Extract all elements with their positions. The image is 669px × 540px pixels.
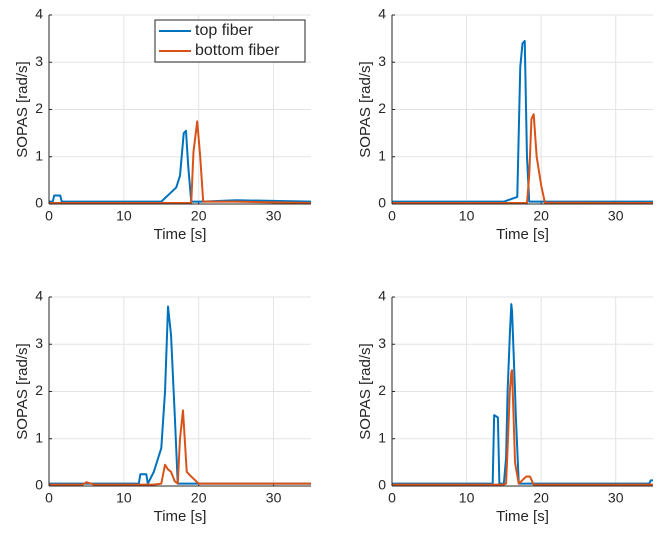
x-tick-label: 0: [388, 208, 396, 224]
y-tick-label: 4: [35, 288, 43, 304]
y-tick-label: 2: [35, 382, 43, 398]
y-tick-label: 3: [35, 335, 43, 351]
x-tick-label: 20: [191, 490, 207, 506]
y-axis-label: SOPAS [rad/s]: [357, 343, 374, 439]
y-tick-label: 1: [35, 429, 43, 445]
x-tick-label: 10: [116, 490, 132, 506]
x-tick-label: 30: [266, 490, 282, 506]
x-tick-label: 0: [45, 490, 53, 506]
y-tick-label: 1: [378, 429, 386, 445]
y-axis-label: SOPAS [rad/s]: [357, 61, 374, 157]
subplot: 0 10 20 30 0 1 2 3 4 Time [s] SOPAS [rad/s]: [14, 288, 311, 525]
x-tick-label: 30: [266, 208, 282, 224]
data-line: [392, 369, 653, 486]
x-axis-label: Time [s]: [154, 508, 207, 525]
y-tick-label: 3: [378, 335, 386, 351]
subplot: 0 10 20 30 0 1 2 3 4 Time [s] SOPAS [rad/s]: [357, 288, 653, 525]
legend-label: top fiber: [195, 22, 253, 39]
data-line: [392, 39, 653, 203]
subplot: 0 10 20 30 0 1 2 3 4 Time [s] SOPAS [rad/s] top fib…: [14, 6, 312, 243]
legend-label: bottom fiber: [195, 42, 280, 59]
data-line: [49, 409, 311, 486]
y-tick-label: 4: [378, 288, 386, 304]
x-tick-label: 30: [608, 208, 624, 224]
y-tick-label: 2: [35, 100, 43, 116]
x-tick-label: 0: [45, 208, 53, 224]
y-tick-label: 4: [35, 6, 43, 22]
data-line: [392, 303, 653, 485]
x-tick-label: 10: [459, 208, 475, 224]
legend-box: [154, 19, 306, 63]
y-tick-label: 0: [35, 477, 43, 493]
x-axis-label: Time [s]: [154, 226, 207, 243]
x-tick-label: 20: [191, 208, 207, 224]
y-axis-label: SOPAS [rad/s]: [14, 343, 31, 439]
y-tick-label: 0: [378, 195, 386, 211]
y-tick-label: 3: [35, 53, 43, 69]
y-axis-label: SOPAS [rad/s]: [14, 61, 31, 157]
y-tick-label: 0: [378, 477, 386, 493]
y-tick-label: 2: [378, 382, 386, 398]
x-axis-label: Time [s]: [496, 226, 549, 243]
x-tick-label: 10: [116, 208, 132, 224]
x-tick-label: 10: [459, 490, 475, 506]
y-tick-label: 3: [378, 53, 386, 69]
y-tick-label: 1: [35, 147, 43, 163]
x-tick-label: 30: [608, 490, 624, 506]
y-tick-label: 4: [378, 6, 386, 22]
y-tick-label: 2: [378, 100, 386, 116]
data-line: [49, 129, 312, 203]
data-line: [49, 120, 312, 205]
subplot: 0 10 20 30 0 1 2 3 4 Time [s] SOPAS [rad/s]: [357, 6, 654, 243]
x-tick-label: 20: [533, 490, 549, 506]
y-tick-label: 1: [378, 147, 386, 163]
legend: top fiber bottom fiber: [154, 19, 306, 63]
y-tick-label: 0: [35, 195, 43, 211]
x-axis-label: Time [s]: [496, 508, 549, 525]
x-tick-label: 0: [388, 490, 396, 506]
data-line: [392, 113, 654, 205]
x-tick-label: 20: [533, 208, 549, 224]
